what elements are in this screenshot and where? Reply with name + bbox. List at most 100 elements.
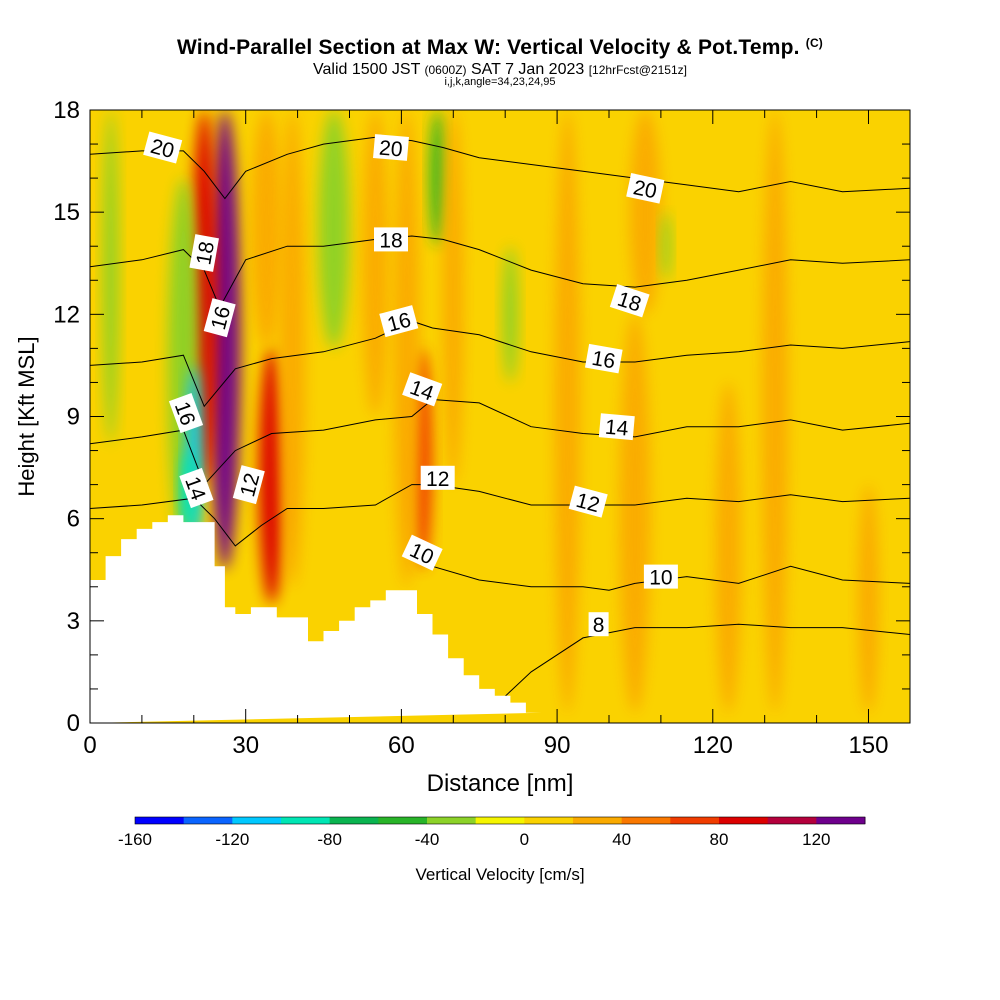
y-tick-label: 3 xyxy=(67,608,80,635)
y-tick-label: 18 xyxy=(53,97,80,124)
isoline-label-box xyxy=(626,173,665,204)
colorbar-tick-label: 120 xyxy=(802,830,830,849)
isoline-label-box xyxy=(373,134,409,161)
colorbar-outline xyxy=(134,816,866,825)
terrain xyxy=(90,515,542,723)
y-tick-label: 9 xyxy=(67,404,80,431)
velocity-plume xyxy=(629,110,661,315)
colorbar-tick-label: 0 xyxy=(520,830,529,849)
forecast-info: [12hrFcst@2151z] xyxy=(588,63,687,77)
x-tick-label: 90 xyxy=(544,732,571,759)
isoline-label: 12 xyxy=(420,465,455,491)
theta-isoline-16 xyxy=(90,320,910,408)
theta-isoline-20 xyxy=(90,136,910,200)
chart-subtitle: Valid 1500 JST (0600Z) SAT 7 Jan 2023 [1… xyxy=(0,61,1000,79)
isoline-label-box xyxy=(420,465,455,490)
x-axis: 0 30 60 90 120 150 xyxy=(83,110,889,759)
isoline-label: 16 xyxy=(168,393,204,434)
y-axis-label: Height [Kft MSL] xyxy=(14,336,39,496)
colorbar-tick-label: 80 xyxy=(710,830,729,849)
colorbar-tick-label: -40 xyxy=(415,830,440,849)
velocity-plume xyxy=(858,484,879,713)
isoline-label-text: 14 xyxy=(604,416,630,441)
isoline-label: 12 xyxy=(232,465,265,505)
isoline-label: 10 xyxy=(643,564,678,590)
isoline-label-text: 18 xyxy=(192,240,219,267)
isoline-label-text: 10 xyxy=(649,567,672,590)
x-tick-label: 120 xyxy=(693,732,733,759)
velocity-plume xyxy=(279,110,306,587)
y-tick-label: 0 xyxy=(67,710,80,737)
colorbar-segment xyxy=(135,817,185,824)
isoline-label: 14 xyxy=(402,372,443,407)
isoline-label: 8 xyxy=(588,612,609,637)
colorbar-tick-label: 40 xyxy=(612,830,631,849)
isoline-label: 18 xyxy=(189,234,219,272)
velocity-plume xyxy=(762,110,789,713)
isoline-label: 14 xyxy=(598,413,635,441)
isoline-label-box xyxy=(189,234,219,272)
colorbar-segment xyxy=(232,817,282,824)
valid-date: SAT 7 Jan 2023 xyxy=(471,61,585,78)
velocity-plume xyxy=(619,314,651,713)
isoline-label-box xyxy=(609,284,650,318)
isoline-label: 20 xyxy=(143,131,183,164)
copyright-mark: (C) xyxy=(805,36,824,50)
x-tick-label: 0 xyxy=(83,732,96,759)
x-axis-label: Distance [nm] xyxy=(427,770,574,797)
velocity-plume xyxy=(502,246,519,383)
velocity-plume xyxy=(102,110,119,444)
x-tick-label: 60 xyxy=(388,732,415,759)
isoline-label: 12 xyxy=(568,485,608,518)
colorbar-segment xyxy=(767,817,817,824)
theta-isoline-18 xyxy=(90,235,910,309)
terrain-profile xyxy=(90,515,542,723)
velocity-plume xyxy=(429,110,446,247)
theta-isoline-8 xyxy=(494,623,910,707)
velocity-plume xyxy=(715,382,742,713)
isoline-label-box xyxy=(588,612,609,637)
colorbar-segment xyxy=(475,817,525,824)
colorbar-tick-label: -160 xyxy=(118,830,152,849)
x-tick-label: 30 xyxy=(232,732,259,759)
colorbar: -160 -120 -80 -40 0 40 80 120 xyxy=(118,816,866,849)
chart-title: Wind-Parallel Section at Max W: Vertical… xyxy=(0,36,1000,60)
colorbar-segment xyxy=(573,817,623,824)
colorbar-tick-label: -120 xyxy=(215,830,249,849)
isoline-label: 20 xyxy=(626,173,665,204)
isoline-label-box xyxy=(643,564,678,589)
theta-isoline-10 xyxy=(416,552,910,591)
colorbar-segment xyxy=(183,817,233,824)
isoline-label: 20 xyxy=(373,134,409,162)
velocity-plume xyxy=(442,110,464,485)
velocity-plume xyxy=(554,110,581,713)
colorbar-segment xyxy=(427,817,477,824)
isoline-label-box xyxy=(179,467,214,509)
isoline-label-text: 16 xyxy=(590,347,617,374)
colorbar-segment xyxy=(816,817,866,824)
y-tick-label: 12 xyxy=(53,301,80,328)
colorbar-segment xyxy=(670,817,720,824)
velocity-plume xyxy=(209,110,241,570)
isoline-label-box xyxy=(232,465,265,505)
colorbar-segment xyxy=(329,817,379,824)
y-tick-label: 15 xyxy=(53,199,80,226)
colorbar-label: Vertical Velocity [cm/s] xyxy=(415,865,584,884)
y-axis: 0 3 6 9 12 15 18 xyxy=(53,97,910,737)
colorbar-segment xyxy=(378,817,428,824)
isoline-label-box xyxy=(402,372,443,407)
velocity-plume xyxy=(660,212,672,281)
isoline-label-text: 20 xyxy=(631,176,659,203)
isoline-label-box xyxy=(168,393,204,434)
valid-utc: (0600Z) xyxy=(424,63,467,77)
isoline-label-box xyxy=(584,343,623,374)
colorbar-tick-label: -80 xyxy=(317,830,342,849)
y-tick-label: 6 xyxy=(67,506,80,533)
isoline-label-text: 20 xyxy=(378,137,403,162)
isoline-label-text: 18 xyxy=(379,229,402,252)
velocity-plume xyxy=(258,348,285,604)
chart-indices: i,j,k,angle=34,23,24,95 xyxy=(444,76,556,88)
colorbar-segment xyxy=(621,817,671,824)
valid-time: Valid 1500 JST xyxy=(313,61,421,78)
